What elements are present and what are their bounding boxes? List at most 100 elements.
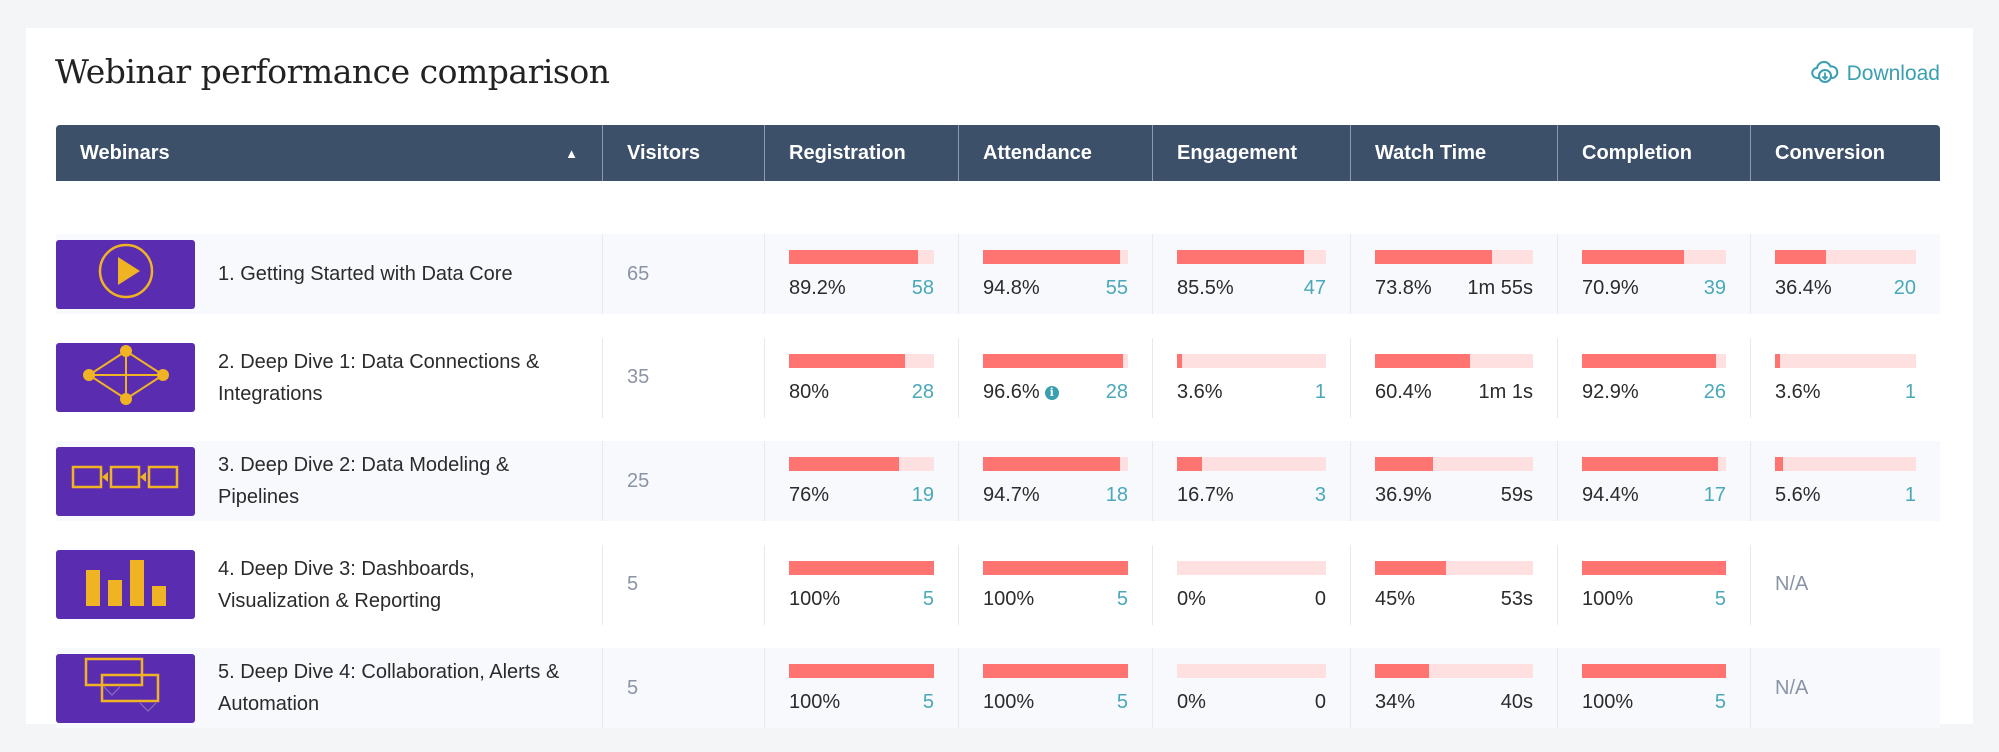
webinar-name[interactable]: 5. Deep Dive 4: Collaboration, Alerts & … <box>218 661 560 715</box>
column-header-engagement[interactable]: Engagement <box>1153 125 1351 181</box>
webinar-name[interactable]: 1. Getting Started with Data Core <box>218 263 513 285</box>
percent-value: 100% <box>1582 587 1634 610</box>
percent-value: 0% <box>1177 691 1206 713</box>
table-row[interactable]: 3. Deep Dive 2: Data Modeling & Pipeline… <box>56 441 1940 521</box>
progress-bar-track <box>983 250 1128 264</box>
percent-value: 94.7% <box>983 484 1040 506</box>
percent-value: 5.6% <box>1775 484 1821 506</box>
column-header-conversion[interactable]: Conversion <box>1751 125 1940 181</box>
completion-cell: 92.9% 26 <box>1558 337 1751 418</box>
column-header-registration[interactable]: Registration <box>765 125 959 181</box>
count-value[interactable]: 28 <box>911 380 934 403</box>
progress-bar-track <box>789 250 934 264</box>
column-header-watch-time[interactable]: Watch Time <box>1351 125 1558 181</box>
progress-bar-fill <box>789 457 900 471</box>
attendance-cell: 96.6% i 28 <box>959 337 1153 418</box>
percent-value: 80% <box>789 380 830 403</box>
count-value[interactable]: 5 <box>922 691 934 713</box>
percent-value: 100% <box>1582 691 1634 713</box>
count-value[interactable]: 1 <box>1904 484 1916 506</box>
column-header-webinars[interactable]: Webinars ▲ <box>56 125 603 181</box>
count-value[interactable]: 5 <box>1714 691 1726 713</box>
download-button[interactable]: Download <box>1810 58 1940 90</box>
progress-bar-fill <box>789 560 934 575</box>
progress-bar-track <box>789 353 934 368</box>
percent-value: 34% <box>1375 691 1416 713</box>
count-value[interactable]: 39 <box>1703 277 1726 299</box>
overlapping-windows-icon <box>84 657 168 719</box>
progress-bar-fill <box>1375 664 1429 678</box>
column-header-attendance[interactable]: Attendance <box>959 125 1153 181</box>
count-value[interactable]: 1 <box>1314 380 1326 403</box>
progress-bar-track <box>1775 250 1916 264</box>
progress-bar-track <box>1582 250 1726 264</box>
count-value[interactable]: 55 <box>1105 277 1128 299</box>
progress-bar-track <box>983 353 1128 368</box>
table-row[interactable]: 2. Deep Dive 1: Data Connections & Integ… <box>56 337 1940 418</box>
count-value[interactable]: 5 <box>1116 691 1128 713</box>
count-value[interactable]: 26 <box>1703 380 1726 403</box>
count-value[interactable]: 5 <box>1714 587 1726 610</box>
completion-cell: 100% 5 <box>1558 544 1751 625</box>
column-header-completion[interactable]: Completion <box>1558 125 1751 181</box>
count-value[interactable]: 1 <box>1904 380 1916 403</box>
webinar-cell: 2. Deep Dive 1: Data Connections & Integ… <box>56 337 603 418</box>
progress-bar-fill <box>1582 353 1716 368</box>
count-value[interactable]: 20 <box>1893 277 1916 299</box>
table-header: Webinars ▲ Visitors Registration Attendance E… <box>56 125 1940 181</box>
count-value[interactable]: 28 <box>1105 380 1128 403</box>
progress-bar-track <box>1775 353 1916 368</box>
progress-bar-fill <box>983 560 1128 575</box>
count-value: 1m 1s <box>1478 380 1533 403</box>
count-value[interactable]: 18 <box>1105 484 1128 506</box>
sort-ascending-icon[interactable]: ▲ <box>565 145 578 161</box>
count-value[interactable]: 47 <box>1303 277 1326 299</box>
progress-bar-fill <box>1177 250 1305 264</box>
table-row[interactable]: 5. Deep Dive 4: Collaboration, Alerts & … <box>56 648 1940 728</box>
visitors-count: 65 <box>627 262 650 285</box>
percent-value: 100% <box>983 691 1035 713</box>
webinar-name[interactable]: 4. Deep Dive 3: Dashboards, Visualizatio… <box>218 557 475 612</box>
percent-value: 100% <box>983 587 1035 610</box>
count-value[interactable]: 58 <box>911 277 934 299</box>
webinar-cell: 1. Getting Started with Data Core <box>56 234 603 314</box>
percent-value: 94.8% <box>983 277 1040 299</box>
count-value[interactable]: 3 <box>1314 484 1326 506</box>
registration-cell: 100% 5 <box>765 544 959 625</box>
progress-bar-track <box>1375 560 1533 575</box>
webinar-cell: 5. Deep Dive 4: Collaboration, Alerts & … <box>56 648 603 728</box>
count-value[interactable]: 5 <box>922 587 934 610</box>
column-header-visitors[interactable]: Visitors <box>603 125 765 181</box>
engagement-cell: 16.7% 3 <box>1153 441 1351 521</box>
not-available-text: N/A <box>1775 676 1809 699</box>
count-value[interactable]: 19 <box>911 484 934 506</box>
info-icon[interactable]: i <box>1044 385 1059 400</box>
table-row[interactable]: 4. Deep Dive 3: Dashboards, Visualizatio… <box>56 544 1940 625</box>
table-row[interactable]: 1. Getting Started with Data Core 65 89.2%… <box>56 234 1940 314</box>
percent-value: 70.9% <box>1582 277 1639 299</box>
progress-bar-fill <box>983 664 1128 678</box>
percent-value: 3.6% <box>1775 380 1821 403</box>
watch-time-cell: 73.8% 1m 55s <box>1351 234 1558 314</box>
page-title: Webinar performance comparison <box>55 52 610 91</box>
attendance-cell: 94.7% 18 <box>959 441 1153 521</box>
completion-cell: 100% 5 <box>1558 648 1751 728</box>
registration-cell: 89.2% 58 <box>765 234 959 314</box>
progress-bar-track <box>1775 457 1916 471</box>
progress-bar-track <box>1582 560 1726 575</box>
count-value[interactable]: 5 <box>1116 587 1128 610</box>
count-value: 40s <box>1500 691 1533 713</box>
watch-time-cell: 36.9% 59s <box>1351 441 1558 521</box>
webinar-thumbnail <box>56 446 195 516</box>
webinar-name[interactable]: 2. Deep Dive 1: Data Connections & Integ… <box>218 350 540 405</box>
progress-bar-fill <box>1582 457 1718 471</box>
percent-value: 85.5% <box>1177 277 1234 299</box>
pipeline-icon <box>71 463 181 499</box>
percent-value: 73.8% <box>1375 277 1432 299</box>
progress-bar-fill <box>1582 664 1726 678</box>
count-value[interactable]: 17 <box>1703 484 1726 506</box>
registration-cell: 76% 19 <box>765 441 959 521</box>
column-header-label: Completion <box>1582 141 1692 164</box>
visitors-cell: 5 <box>603 544 765 625</box>
webinar-name[interactable]: 3. Deep Dive 2: Data Modeling & Pipeline… <box>218 454 510 508</box>
